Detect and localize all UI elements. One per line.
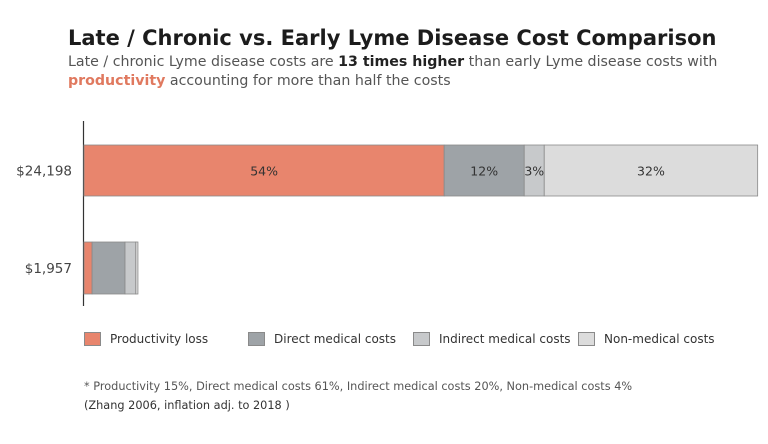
subtitle-part1: Late / chronic Lyme disease costs are (68, 54, 339, 70)
footnote: * Productivity 15%, Direct medical costs… (84, 377, 744, 415)
data-label: 12% (470, 164, 498, 179)
subtitle-part2: than early Lyme disease costs with (464, 54, 718, 70)
legend-item-direct-medical: Direct medical costs (248, 332, 396, 346)
category-label: $24,198 (16, 164, 72, 180)
legend-swatch-productivity (84, 332, 101, 346)
footnote-line1: * Productivity 15%, Direct medical costs… (84, 380, 633, 393)
data-label: 32% (637, 164, 665, 179)
legend-item-indirect-medical: Indirect medical costs (413, 332, 571, 346)
legend-item-productivity: Productivity loss (84, 332, 208, 346)
data-label: 54% (250, 164, 278, 179)
chart-title: Late / Chronic vs. Early Lyme Disease Co… (68, 26, 717, 50)
category-label: $1,957 (25, 261, 72, 277)
legend-label-indirect-medical: Indirect medical costs (439, 332, 571, 346)
bar-segment (124, 241, 137, 295)
bar-segment (135, 241, 139, 295)
bar-segment (443, 144, 525, 197)
legend-swatch-direct-medical (248, 332, 265, 346)
bar-segment (91, 241, 126, 295)
chart-subtitle: Late / chronic Lyme disease costs are 13… (68, 53, 748, 91)
legend-swatch-non-medical (578, 332, 595, 346)
data-label: 3% (524, 164, 544, 179)
subtitle-part3: accounting for more than half the costs (165, 73, 451, 89)
subtitle-bold: 13 times higher (338, 54, 465, 70)
subtitle-highlight: productivity (68, 73, 166, 89)
legend-swatch-indirect-medical (413, 332, 430, 346)
footnote-line2: (Zhang 2006, inflation adj. to 2018 ) (84, 399, 290, 412)
legend-item-non-medical: Non-medical costs (578, 332, 715, 346)
legend-label-direct-medical: Direct medical costs (274, 332, 397, 346)
bar-segment (543, 144, 759, 197)
bar-segment (83, 241, 93, 295)
legend-label-productivity: Productivity loss (110, 332, 209, 346)
legend-label-non-medical: Non-medical costs (604, 332, 715, 346)
